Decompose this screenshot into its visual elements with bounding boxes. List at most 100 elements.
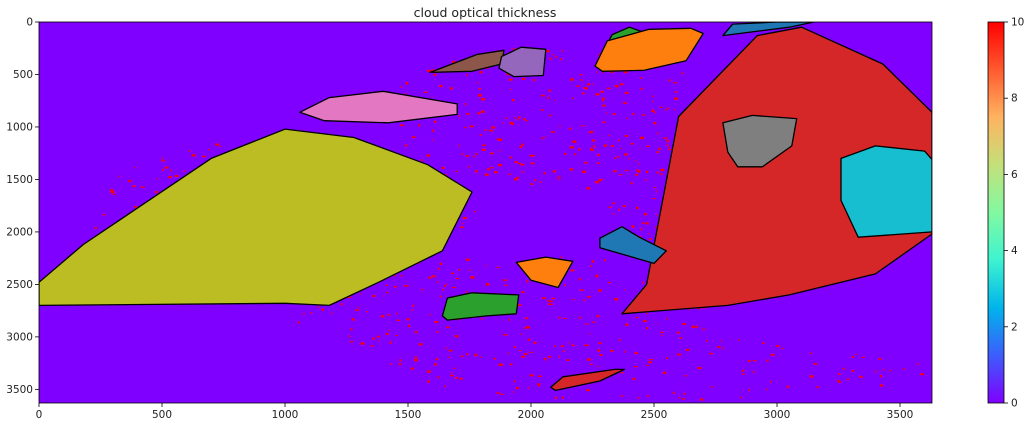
speckle	[786, 385, 790, 388]
speckle	[703, 328, 705, 331]
speckle	[599, 178, 603, 180]
speckle	[446, 326, 450, 329]
y-tick-label: 1000	[6, 121, 33, 133]
speckle	[436, 281, 439, 283]
cloud-region	[621, 26, 932, 315]
speckle	[380, 315, 385, 318]
speckle	[406, 318, 410, 321]
speckle	[533, 341, 537, 344]
speckle	[559, 125, 561, 128]
speckle	[477, 112, 481, 115]
speckle	[451, 272, 454, 275]
speckle	[394, 274, 397, 277]
speckle	[544, 359, 546, 361]
speckle	[520, 333, 522, 336]
speckle	[445, 347, 447, 350]
speckle	[634, 366, 638, 368]
speckle	[602, 99, 604, 102]
speckle	[597, 365, 599, 368]
speckle	[547, 96, 549, 100]
speckle	[838, 373, 841, 375]
speckle	[673, 109, 676, 111]
speckle	[360, 293, 362, 295]
speckle	[451, 60, 456, 63]
speckle	[453, 367, 456, 369]
speckle	[431, 96, 433, 98]
speckle	[117, 175, 120, 177]
speckle	[560, 256, 563, 259]
y-tick-label: 2000	[6, 226, 33, 238]
speckle	[496, 266, 500, 269]
speckle	[552, 170, 556, 173]
speckle	[561, 49, 563, 52]
speckle	[673, 82, 678, 84]
speckle	[626, 117, 628, 120]
speckle	[622, 205, 626, 208]
speckle	[598, 289, 602, 292]
speckle	[634, 352, 639, 355]
speckle	[623, 102, 627, 104]
speckle	[643, 213, 647, 216]
speckle	[543, 136, 546, 138]
speckle	[164, 166, 169, 169]
speckle	[586, 389, 590, 392]
speckle	[691, 325, 696, 328]
speckle	[554, 345, 556, 347]
speckle	[583, 87, 588, 89]
x-tick-label: 500	[152, 409, 172, 421]
speckle	[133, 167, 136, 169]
speckle	[619, 174, 623, 176]
speckle	[372, 337, 375, 340]
speckle	[740, 396, 743, 399]
speckle	[569, 146, 574, 149]
speckle	[437, 376, 439, 379]
speckle	[481, 148, 486, 151]
speckle	[510, 88, 512, 90]
speckle	[549, 114, 552, 117]
speckle	[549, 303, 553, 306]
speckle	[473, 210, 476, 213]
speckle	[770, 353, 775, 356]
speckle	[523, 353, 528, 355]
speckle	[517, 304, 522, 307]
speckle	[624, 289, 626, 291]
speckle	[917, 363, 919, 365]
speckle	[162, 168, 164, 171]
speckle	[423, 91, 428, 93]
speckle	[599, 354, 603, 356]
speckle	[168, 176, 172, 179]
speckle	[399, 359, 402, 362]
speckle	[610, 71, 614, 73]
speckle	[723, 347, 725, 350]
colorbar-tick-label: 10	[1011, 17, 1024, 29]
speckle	[628, 158, 631, 160]
speckle	[620, 372, 624, 374]
speckle	[883, 368, 885, 371]
speckle	[408, 324, 411, 328]
speckle	[523, 118, 526, 120]
speckle	[485, 283, 490, 286]
colorbar: 0 2 4 6 8 10	[987, 17, 1024, 410]
speckle	[566, 359, 570, 361]
speckle	[574, 153, 577, 156]
speckle	[679, 337, 683, 339]
speckle	[637, 397, 640, 399]
speckle	[469, 125, 474, 128]
speckle	[439, 295, 442, 298]
speckle	[651, 109, 655, 113]
speckle	[498, 363, 503, 366]
speckle	[623, 70, 628, 74]
speckle	[641, 222, 644, 224]
speckle	[470, 276, 475, 279]
speckle	[536, 383, 541, 385]
speckle	[507, 173, 512, 175]
speckle	[516, 176, 519, 179]
speckle	[571, 344, 575, 347]
speckle	[465, 258, 470, 261]
speckle	[608, 134, 610, 137]
speckle	[665, 139, 669, 141]
speckle	[590, 265, 593, 267]
y-tick-label: 2500	[6, 279, 33, 291]
cloud-regions	[39, 22, 932, 392]
